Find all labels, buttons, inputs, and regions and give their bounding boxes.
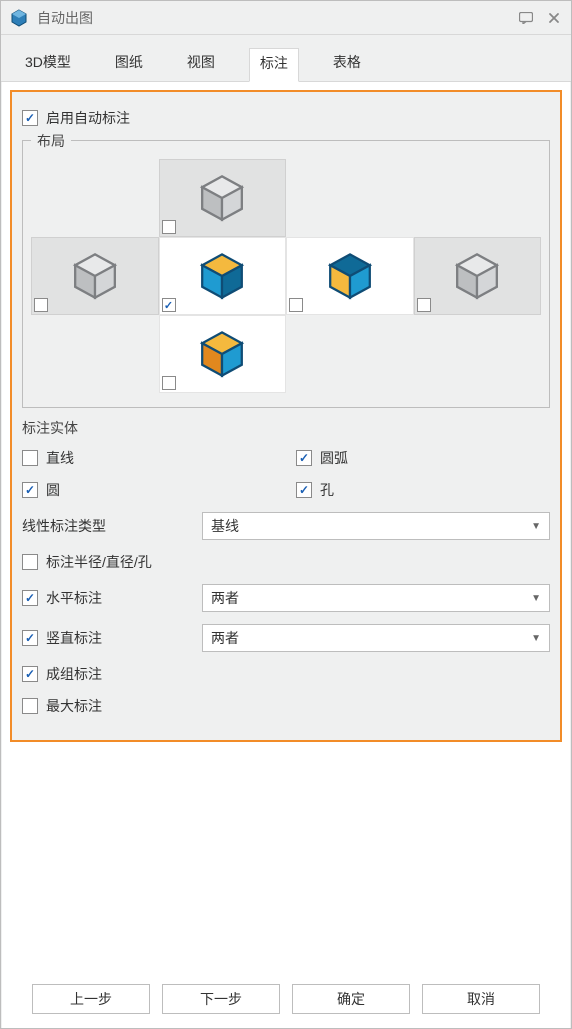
linear-type-select[interactable]: 基线 ▼ bbox=[202, 512, 550, 540]
layout-legend: 布局 bbox=[31, 131, 71, 151]
chevron-down-icon: ▼ bbox=[531, 593, 541, 604]
layout-center-checkbox[interactable] bbox=[162, 298, 176, 312]
layout-cell-empty bbox=[414, 159, 542, 237]
vert-label: 竖直标注 bbox=[46, 628, 102, 648]
entity-hole-checkbox[interactable] bbox=[296, 482, 312, 498]
max-row: 最大标注 bbox=[22, 696, 550, 716]
layout-bottom-checkbox[interactable] bbox=[162, 376, 176, 390]
max-label: 最大标注 bbox=[46, 696, 102, 716]
tab-table[interactable]: 表格 bbox=[323, 48, 371, 82]
layout-top-checkbox[interactable] bbox=[162, 220, 176, 234]
chevron-down-icon: ▼ bbox=[531, 633, 541, 644]
tab-annotation[interactable]: 标注 bbox=[249, 48, 299, 82]
next-button[interactable]: 下一步 bbox=[162, 984, 280, 1014]
linear-type-value: 基线 bbox=[211, 516, 239, 536]
tab-view[interactable]: 视图 bbox=[177, 48, 225, 82]
layout-cell-empty bbox=[31, 315, 159, 393]
vert-check-wrap: 竖直标注 bbox=[22, 628, 192, 648]
group-row: 成组标注 bbox=[22, 664, 550, 684]
horiz-value: 两者 bbox=[211, 588, 239, 608]
vert-checkbox[interactable] bbox=[22, 630, 38, 646]
entity-arc-row: 圆弧 bbox=[296, 448, 550, 468]
cube-icon bbox=[195, 327, 249, 381]
cube-icon bbox=[195, 171, 249, 225]
window-title: 自动出图 bbox=[37, 8, 507, 28]
max-checkbox[interactable] bbox=[22, 698, 38, 714]
horiz-select[interactable]: 两者 ▼ bbox=[202, 584, 550, 612]
dialog-window: 自动出图 3D模型 图纸 视图 标注 表格 启用自动标注 布局 bbox=[0, 0, 572, 1029]
chevron-down-icon: ▼ bbox=[531, 521, 541, 532]
group-checkbox[interactable] bbox=[22, 666, 38, 682]
titlebar: 自动出图 bbox=[1, 1, 571, 35]
tab-drawing[interactable]: 图纸 bbox=[105, 48, 153, 82]
entity-hole-label: 孔 bbox=[320, 480, 334, 500]
annotation-panel: 启用自动标注 布局 bbox=[10, 90, 562, 742]
horiz-row: 水平标注 两者 ▼ bbox=[22, 584, 550, 612]
entity-hole-row: 孔 bbox=[296, 480, 550, 500]
app-icon bbox=[9, 8, 29, 28]
layout-cell-center[interactable] bbox=[159, 237, 287, 315]
next-button-label: 下一步 bbox=[200, 989, 242, 1009]
cube-icon bbox=[195, 249, 249, 303]
layout-cell-left[interactable] bbox=[31, 237, 159, 315]
layout-cell-right[interactable] bbox=[286, 237, 414, 315]
layout-groupbox: 布局 bbox=[22, 140, 550, 408]
cube-icon bbox=[323, 249, 377, 303]
radius-checkbox[interactable] bbox=[22, 554, 38, 570]
layout-grid bbox=[31, 159, 541, 393]
entity-arc-checkbox[interactable] bbox=[296, 450, 312, 466]
radius-row: 标注半径/直径/孔 bbox=[22, 552, 550, 572]
layout-cell-empty bbox=[31, 159, 159, 237]
cube-icon bbox=[450, 249, 504, 303]
close-icon[interactable] bbox=[545, 9, 563, 27]
layout-cell-empty bbox=[286, 159, 414, 237]
enable-auto-annotation-checkbox[interactable] bbox=[22, 110, 38, 126]
layout-far-right-checkbox[interactable] bbox=[417, 298, 431, 312]
entity-arc-label: 圆弧 bbox=[320, 448, 348, 468]
linear-type-row: 线性标注类型 基线 ▼ bbox=[22, 512, 550, 540]
radius-label: 标注半径/直径/孔 bbox=[46, 552, 152, 572]
horiz-label: 水平标注 bbox=[46, 588, 102, 608]
spacer bbox=[2, 750, 570, 974]
horiz-check-wrap: 水平标注 bbox=[22, 588, 192, 608]
layout-cell-bottom[interactable] bbox=[159, 315, 287, 393]
prev-button-label: 上一步 bbox=[70, 989, 112, 1009]
layout-cell-empty bbox=[414, 315, 542, 393]
entity-line-row: 直线 bbox=[22, 448, 276, 468]
entity-circle-label: 圆 bbox=[46, 480, 60, 500]
enable-auto-annotation-label: 启用自动标注 bbox=[46, 108, 130, 128]
vert-value: 两者 bbox=[211, 628, 239, 648]
entity-circle-checkbox[interactable] bbox=[22, 482, 38, 498]
horiz-checkbox[interactable] bbox=[22, 590, 38, 606]
vert-select[interactable]: 两者 ▼ bbox=[202, 624, 550, 652]
tab-3d-model[interactable]: 3D模型 bbox=[15, 48, 81, 82]
layout-cell-far-right[interactable] bbox=[414, 237, 542, 315]
entity-section-label: 标注实体 bbox=[22, 418, 550, 438]
layout-left-checkbox[interactable] bbox=[34, 298, 48, 312]
group-label: 成组标注 bbox=[46, 664, 102, 684]
entity-line-label: 直线 bbox=[46, 448, 74, 468]
prev-button[interactable]: 上一步 bbox=[32, 984, 150, 1014]
entity-line-checkbox[interactable] bbox=[22, 450, 38, 466]
ok-button-label: 确定 bbox=[337, 989, 365, 1009]
ok-button[interactable]: 确定 bbox=[292, 984, 410, 1014]
layout-right-checkbox[interactable] bbox=[289, 298, 303, 312]
layout-cell-top[interactable] bbox=[159, 159, 287, 237]
vert-row: 竖直标注 两者 ▼ bbox=[22, 624, 550, 652]
entity-grid: 直线 圆弧 圆 孔 bbox=[22, 442, 550, 506]
tab-content: 启用自动标注 布局 bbox=[2, 82, 570, 1028]
feedback-icon[interactable] bbox=[517, 9, 535, 27]
button-bar: 上一步 下一步 确定 取消 bbox=[2, 974, 570, 1028]
cube-icon bbox=[68, 249, 122, 303]
entity-circle-row: 圆 bbox=[22, 480, 276, 500]
tab-bar: 3D模型 图纸 视图 标注 表格 bbox=[1, 35, 571, 82]
linear-type-label: 线性标注类型 bbox=[22, 516, 192, 536]
cancel-button-label: 取消 bbox=[467, 989, 495, 1009]
cancel-button[interactable]: 取消 bbox=[422, 984, 540, 1014]
layout-cell-empty bbox=[286, 315, 414, 393]
enable-auto-annotation-row: 启用自动标注 bbox=[22, 108, 550, 128]
